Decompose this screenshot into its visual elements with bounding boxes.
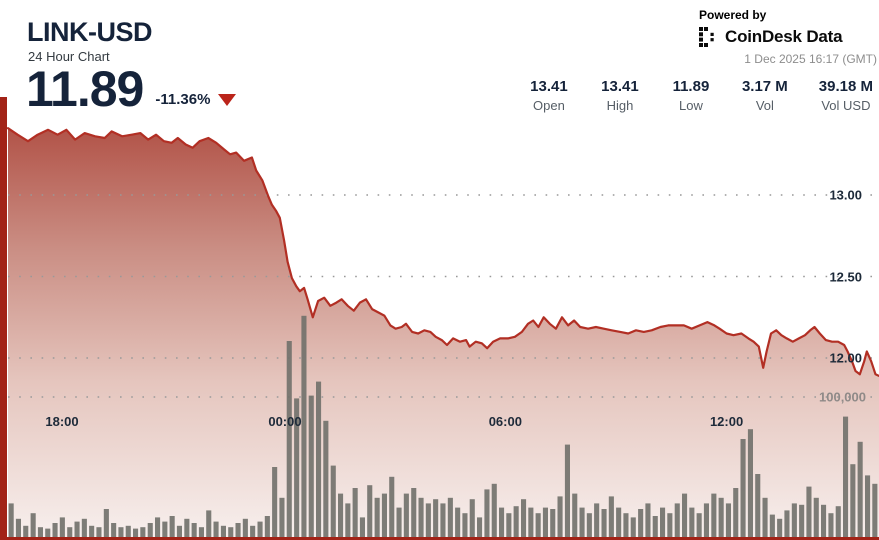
stat-volume-value: 3.17 M (741, 78, 788, 95)
ohlc-stats-row: 13.41 Open 13.41 High 11.89 Low 3.17 M V… (529, 78, 873, 113)
x-axis-label: 06:00 (488, 414, 522, 429)
stat-open: 13.41 Open (529, 78, 569, 113)
attribution-block: Powered by CoinDesk Data 1 Dec 2025 16:1… (699, 8, 877, 66)
y-axis-label: 13.00 (829, 187, 862, 203)
current-price-row: 11.89 -11.36% (26, 61, 237, 117)
x-axis-label: 12:00 (709, 414, 744, 429)
stat-high-value: 13.41 (601, 78, 639, 95)
stat-low: 11.89 Low (671, 78, 711, 113)
powered-by-label: Powered by (699, 8, 767, 22)
coindesk-brand-name: CoinDesk Data (725, 27, 843, 46)
stat-volume-label: Vol (755, 98, 774, 113)
stat-volume-usd-value: 39.18 M (818, 78, 873, 95)
stat-low-value: 11.89 (672, 78, 710, 95)
coindesk-logo-icon (699, 27, 714, 47)
y-axis-label: 12.00 (829, 350, 862, 366)
page-title: LINK-USD (27, 17, 153, 47)
x-axis-label: 00:00 (268, 414, 302, 429)
arrow-down-icon (218, 94, 237, 106)
stat-open-value: 13.41 (530, 78, 568, 95)
volume-axis-label: 100,000 (819, 389, 866, 405)
x-axis-label: 18:00 (45, 414, 79, 429)
coindesk-data-link[interactable]: CoinDesk Data (699, 27, 877, 47)
stat-low-label: Low (679, 98, 703, 113)
stat-high-label: High (606, 98, 634, 113)
y-axis-label: 12.50 (829, 269, 862, 284)
stat-open-label: Open (533, 98, 565, 113)
stat-volume-usd: 39.18 M Vol USD (819, 78, 873, 113)
chart-timestamp: 1 Dec 2025 16:17 (GMT) (744, 52, 877, 66)
stat-volume-usd-label: Vol USD (821, 98, 871, 113)
price-change-percent: -11.36% (155, 91, 211, 108)
stat-volume: 3.17 M Vol (742, 78, 788, 113)
current-price: 11.89 (26, 61, 144, 117)
stat-high: 13.41 High (600, 78, 640, 113)
chart-subtitle: 24 Hour Chart (28, 49, 110, 64)
